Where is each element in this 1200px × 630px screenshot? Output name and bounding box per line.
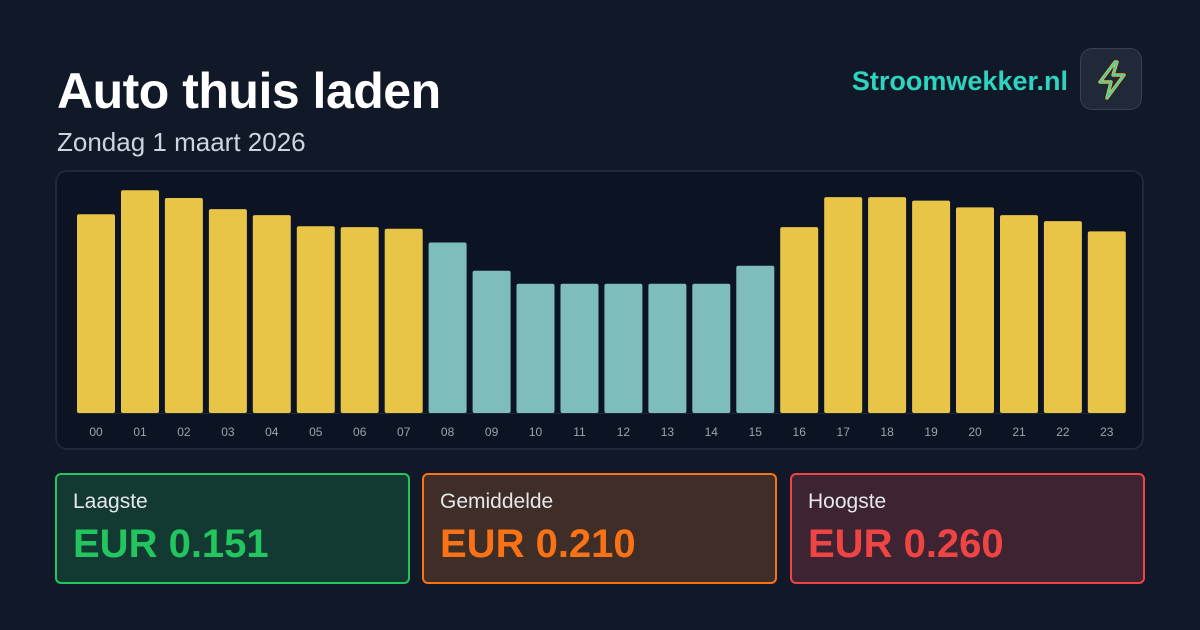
bar-hour-11[interactable] bbox=[560, 283, 599, 413]
bar-hour-12[interactable] bbox=[604, 283, 643, 413]
bar-hour-15[interactable] bbox=[736, 265, 775, 413]
bar-hour-06[interactable] bbox=[340, 227, 379, 413]
x-tick-label: 04 bbox=[265, 425, 279, 439]
x-tick-label: 15 bbox=[749, 425, 763, 439]
x-tick-label: 18 bbox=[880, 425, 894, 439]
average-price-label: Gemiddelde bbox=[440, 490, 554, 513]
date-subtitle: Zondag 1 maart 2026 bbox=[57, 127, 306, 157]
bar-hour-18[interactable] bbox=[868, 197, 907, 413]
x-tick-label: 07 bbox=[397, 425, 411, 439]
x-tick-label: 13 bbox=[661, 425, 675, 439]
bar-hour-08[interactable] bbox=[428, 242, 467, 414]
page-title: Auto thuis laden bbox=[57, 63, 441, 119]
price-chart: 00 01 02 03 04 05 06 07 08 09 10 11 12 13 14 15 16 17 18 19… bbox=[55, 170, 1144, 450]
x-tick-label: 22 bbox=[1056, 425, 1070, 439]
bar-hour-17[interactable] bbox=[824, 197, 863, 413]
x-tick-label: 08 bbox=[441, 425, 455, 439]
x-tick-label: 01 bbox=[133, 425, 147, 439]
average-price-value: EUR 0.210 bbox=[440, 522, 636, 566]
bar-hour-03[interactable] bbox=[208, 209, 247, 413]
x-tick-label: 23 bbox=[1100, 425, 1114, 439]
bar-hour-13[interactable] bbox=[648, 283, 687, 413]
x-tick-label: 06 bbox=[353, 425, 367, 439]
brand-name[interactable]: Stroomwekker.nl bbox=[851, 66, 1068, 96]
bar-hour-02[interactable] bbox=[164, 198, 203, 413]
bar-hour-21[interactable] bbox=[1000, 215, 1038, 413]
bar-hour-14[interactable] bbox=[692, 283, 731, 413]
average-price-card: Gemiddelde EUR 0.210 bbox=[422, 473, 777, 584]
x-tick-label: 12 bbox=[617, 425, 631, 439]
x-tick-label: 03 bbox=[221, 425, 235, 439]
x-tick-label: 14 bbox=[705, 425, 719, 439]
x-tick-label: 16 bbox=[793, 425, 807, 439]
bar-hour-04[interactable] bbox=[252, 215, 291, 413]
x-tick-label: 05 bbox=[309, 425, 323, 439]
bar-hour-23[interactable] bbox=[1087, 231, 1126, 413]
bar-hour-16[interactable] bbox=[780, 227, 819, 413]
bar-hour-20[interactable] bbox=[956, 207, 994, 413]
highest-price-label: Hoogste bbox=[808, 490, 887, 513]
bar-hour-07[interactable] bbox=[384, 228, 423, 413]
x-tick-label: 10 bbox=[529, 425, 543, 439]
x-tick-label: 20 bbox=[968, 425, 982, 439]
x-tick-label: 17 bbox=[837, 425, 851, 439]
x-tick-label: 21 bbox=[1012, 425, 1026, 439]
lightning-bolt-icon bbox=[1080, 48, 1142, 110]
x-tick-label: 19 bbox=[924, 425, 938, 439]
bar-hour-10[interactable] bbox=[516, 283, 555, 413]
x-tick-label: 02 bbox=[177, 425, 191, 439]
bar-hour-22[interactable] bbox=[1043, 221, 1082, 413]
bar-hour-01[interactable] bbox=[121, 190, 159, 413]
bar-hour-19[interactable] bbox=[912, 200, 951, 413]
highest-price-value: EUR 0.260 bbox=[808, 522, 1004, 566]
bar-hour-09[interactable] bbox=[472, 270, 511, 413]
price-chart-svg: 00 01 02 03 04 05 06 07 08 09 10 11 12 13 14 15 16 17 18 19… bbox=[77, 190, 1126, 439]
bar-hour-05[interactable] bbox=[296, 226, 335, 413]
lowest-price-value: EUR 0.151 bbox=[73, 522, 269, 566]
highest-price-card: Hoogste EUR 0.260 bbox=[790, 473, 1145, 584]
x-tick-label: 11 bbox=[573, 425, 586, 439]
lowest-price-label: Laagste bbox=[73, 490, 148, 513]
bar-hour-00[interactable] bbox=[77, 214, 115, 413]
x-tick-label: 09 bbox=[485, 425, 499, 439]
x-tick-label: 00 bbox=[89, 425, 103, 439]
lowest-price-card: Laagste EUR 0.151 bbox=[55, 473, 410, 584]
